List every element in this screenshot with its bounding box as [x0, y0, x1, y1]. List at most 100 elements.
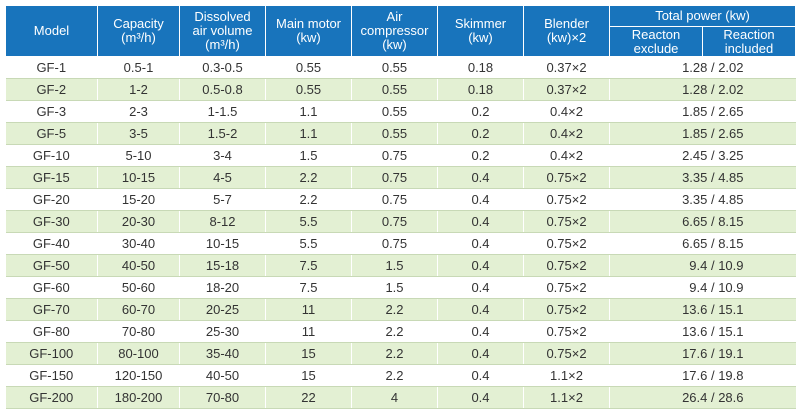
- cell-motor: 22: [265, 386, 352, 409]
- cell-compressor: 0.55: [351, 100, 438, 123]
- table-row: GF-60 50-60 18-20 7.5 1.5 0.4 0.75×2 9.4 / 10.9: [5, 276, 796, 299]
- cell-model: GF-20: [5, 188, 98, 211]
- cell-capacity: 5-10: [97, 144, 180, 167]
- table-row: GF-100 80-100 35-40 15 2.2 0.4 0.75×2 17.6 / 19…: [5, 342, 796, 365]
- cell-skimmer: 0.4: [437, 166, 524, 189]
- table-row: GF-2 1-2 0.5-0.8 0.55 0.55 0.18 0.37×2 1.28 / 2…: [5, 78, 796, 101]
- cell-skimmer: 0.4: [437, 298, 524, 321]
- cell-blender: 1.1×2: [523, 364, 610, 387]
- table-body: GF-1 0.5-1 0.3-0.5 0.55 0.55 0.18 0.37×2 1.28 /…: [5, 56, 796, 409]
- cell-blender: 0.75×2: [523, 254, 610, 277]
- header-capacity-label: Capacity (m³/h): [113, 16, 164, 45]
- cell-capacity: 30-40: [97, 232, 180, 255]
- header-model-label: Model: [33, 23, 70, 38]
- cell-motor: 0.55: [265, 56, 352, 79]
- cell-compressor: 0.55: [351, 122, 438, 145]
- cell-model: GF-40: [5, 232, 98, 255]
- cell-blender: 0.4×2: [523, 122, 610, 145]
- cell-motor: 11: [265, 320, 352, 343]
- cell-compressor: 1.5: [351, 254, 438, 277]
- table-row: GF-1 0.5-1 0.3-0.5 0.55 0.55 0.18 0.37×2 1.28 /…: [5, 56, 796, 79]
- cell-skimmer: 0.18: [437, 78, 524, 101]
- cell-dissolved: 0.3-0.5: [179, 56, 266, 79]
- cell-motor: 1.5: [265, 144, 352, 167]
- header-air-compressor: Air compressor (kw): [351, 5, 438, 57]
- cell-motor: 11: [265, 298, 352, 321]
- cell-motor: 7.5: [265, 254, 352, 277]
- header-total-power-label: Total power (kw): [655, 8, 750, 24]
- cell-total-power: 9.4 / 10.9: [608, 254, 796, 277]
- cell-capacity: 180-200: [97, 386, 180, 409]
- cell-model: GF-3: [5, 100, 98, 123]
- cell-model: GF-50: [5, 254, 98, 277]
- cell-blender: 0.37×2: [523, 78, 610, 101]
- cell-total-power: 1.28 / 2.02: [608, 56, 796, 79]
- cell-motor: 2.2: [265, 166, 352, 189]
- cell-compressor: 0.75: [351, 166, 438, 189]
- header-reaction-included-label: Reaction included: [723, 26, 775, 56]
- table-row: GF-10 5-10 3-4 1.5 0.75 0.2 0.4×2 2.45 / 3.25: [5, 144, 796, 167]
- cell-compressor: 0.55: [351, 56, 438, 79]
- cell-capacity: 1-2: [97, 78, 180, 101]
- cell-total-power: 1.85 / 2.65: [608, 100, 796, 123]
- spec-table: Model Capacity (m³/h) Dissolved air volume…: [5, 4, 797, 409]
- cell-skimmer: 0.4: [437, 320, 524, 343]
- cell-blender: 0.75×2: [523, 166, 610, 189]
- header-capacity: Capacity (m³/h): [97, 5, 180, 57]
- cell-compressor: 0.75: [351, 232, 438, 255]
- cell-capacity: 120-150: [97, 364, 180, 387]
- cell-total-power: 6.65 / 8.15: [608, 232, 796, 255]
- cell-dissolved: 0.5-0.8: [179, 78, 266, 101]
- cell-dissolved: 15-18: [179, 254, 266, 277]
- table-row: GF-80 70-80 25-30 11 2.2 0.4 0.75×2 13.6 / 15.1: [5, 320, 796, 343]
- cell-model: GF-80: [5, 320, 98, 343]
- header-dissolved-air-label: Dissolved air volume (m³/h): [192, 9, 253, 52]
- cell-model: GF-2: [5, 78, 98, 101]
- cell-blender: 1.1×2: [523, 386, 610, 409]
- cell-capacity: 20-30: [97, 210, 180, 233]
- cell-total-power: 17.6 / 19.1: [608, 342, 796, 365]
- cell-total-power: 9.4 / 10.9: [608, 276, 796, 299]
- cell-dissolved: 70-80: [179, 386, 266, 409]
- cell-dissolved: 1-1.5: [179, 100, 266, 123]
- cell-skimmer: 0.4: [437, 188, 524, 211]
- cell-compressor: 2.2: [351, 320, 438, 343]
- cell-compressor: 0.75: [351, 188, 438, 211]
- cell-total-power: 13.6 / 15.1: [608, 298, 796, 321]
- header-total-power: Total power (kw): [608, 4, 797, 28]
- cell-model: GF-5: [5, 122, 98, 145]
- cell-motor: 7.5: [265, 276, 352, 299]
- header-main-motor: Main motor (kw): [265, 5, 352, 57]
- header-dissolved-air: Dissolved air volume (m³/h): [179, 5, 266, 57]
- table-row: GF-20 15-20 5-7 2.2 0.75 0.4 0.75×2 3.35 / 4.85: [5, 188, 796, 211]
- cell-compressor: 2.2: [351, 364, 438, 387]
- cell-motor: 5.5: [265, 210, 352, 233]
- header-reaction-exclude-label: Reacton exclude: [631, 26, 681, 56]
- cell-dissolved: 10-15: [179, 232, 266, 255]
- cell-model: GF-150: [5, 364, 98, 387]
- cell-skimmer: 0.18: [437, 56, 524, 79]
- cell-dissolved: 20-25: [179, 298, 266, 321]
- cell-motor: 1.1: [265, 100, 352, 123]
- cell-capacity: 50-60: [97, 276, 180, 299]
- cell-skimmer: 0.4: [437, 342, 524, 365]
- cell-compressor: 0.55: [351, 78, 438, 101]
- cell-skimmer: 0.2: [437, 144, 524, 167]
- cell-capacity: 10-15: [97, 166, 180, 189]
- table-row: GF-70 60-70 20-25 11 2.2 0.4 0.75×2 13.6 / 15.1: [5, 298, 796, 321]
- cell-total-power: 3.35 / 4.85: [608, 166, 796, 189]
- cell-dissolved: 1.5-2: [179, 122, 266, 145]
- cell-motor: 15: [265, 342, 352, 365]
- cell-capacity: 40-50: [97, 254, 180, 277]
- cell-blender: 0.75×2: [523, 342, 610, 365]
- cell-motor: 2.2: [265, 188, 352, 211]
- table-row: GF-40 30-40 10-15 5.5 0.75 0.4 0.75×2 6.65 / 8.…: [5, 232, 796, 255]
- cell-compressor: 0.75: [351, 210, 438, 233]
- cell-blender: 0.75×2: [523, 232, 610, 255]
- header-model: Model: [5, 5, 98, 57]
- cell-blender: 0.75×2: [523, 188, 610, 211]
- header-reaction-exclude: Reacton exclude: [609, 26, 703, 57]
- cell-blender: 0.4×2: [523, 100, 610, 123]
- cell-blender: 0.75×2: [523, 320, 610, 343]
